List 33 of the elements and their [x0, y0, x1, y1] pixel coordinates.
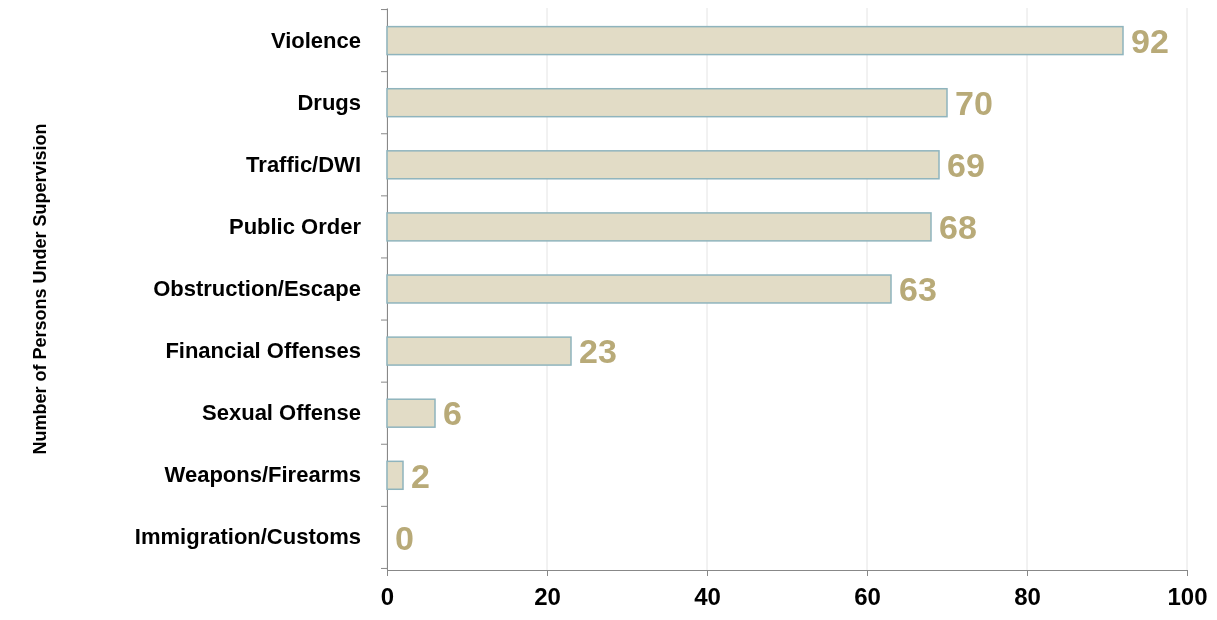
y-tick-label: Drugs — [297, 89, 361, 115]
data-label: 0 — [395, 518, 414, 557]
data-label: 92 — [1131, 21, 1169, 60]
y-tick-label: Traffic/DWI — [246, 151, 361, 177]
data-label: 68 — [939, 208, 977, 247]
bar — [386, 460, 404, 491]
y-tick-label: Financial Offenses — [165, 338, 361, 364]
bar — [386, 274, 892, 304]
bar — [386, 398, 436, 428]
bar — [386, 150, 940, 180]
data-label: 2 — [411, 456, 430, 495]
y-tick-label: Violence — [270, 27, 361, 53]
bar — [386, 212, 932, 242]
x-tick-label: 100 — [1167, 583, 1208, 611]
data-label: 70 — [955, 83, 993, 122]
x-tick-label: 80 — [1014, 583, 1041, 611]
bar — [386, 25, 1124, 56]
x-tick-label: 0 — [380, 583, 395, 611]
y-tick-label: Sexual Offense — [202, 400, 361, 426]
y-tick-label: Immigration/Customs — [134, 524, 361, 550]
data-label: 23 — [579, 332, 617, 371]
data-label: 63 — [899, 270, 937, 309]
data-label: 6 — [443, 394, 462, 433]
y-tick-label: Weapons/Firearms — [164, 462, 361, 488]
data-label: 69 — [947, 146, 985, 185]
y-tick-label: Public Order — [228, 213, 362, 239]
x-tick-label: 20 — [534, 583, 561, 611]
x-tick-label: 60 — [854, 583, 881, 611]
y-axis-title: Number of Persons Under Supervision — [30, 123, 50, 455]
y-tick-label: Obstruction/Escape — [153, 276, 361, 302]
bar — [386, 336, 572, 366]
x-tick-label: 40 — [694, 583, 721, 611]
bar — [386, 87, 948, 118]
